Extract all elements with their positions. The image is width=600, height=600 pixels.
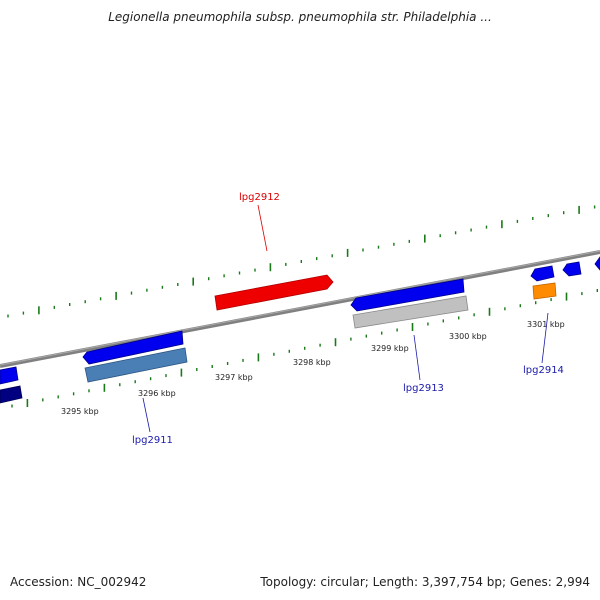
scale-tick-label: 3301 kbp — [527, 320, 565, 329]
lpg2911-leader-line — [142, 397, 151, 433]
lower-scale-ticks — [11, 289, 598, 408]
genome-summary-text: Topology: circular; Length: 3,397,754 bp… — [260, 575, 590, 589]
gene-forward-arrow[interactable] — [594, 256, 600, 271]
gene-reverse-box[interactable] — [0, 385, 23, 404]
accession-text: Accession: NC_002942 — [10, 575, 147, 589]
upper-scale-ticks — [7, 205, 596, 318]
genome-backbone — [0, 250, 600, 368]
gene-lpg2913-fwd-arrow[interactable] — [350, 278, 465, 312]
lpg2912-leader-line — [257, 204, 268, 252]
gene-lpg2913-rev-box[interactable] — [352, 295, 469, 329]
scale-tick-label: 3300 kbp — [449, 332, 487, 341]
scale-tick-label: 3298 kbp — [293, 358, 331, 367]
gene-label-lpg2912[interactable]: lpg2912 — [239, 192, 280, 203]
gene-lpg2914-rev-box[interactable] — [532, 282, 557, 300]
scale-tick-label: 3297 kbp — [215, 373, 253, 382]
genome-backbone-highlight — [0, 250, 600, 366]
gene-forward-arrow[interactable] — [82, 330, 184, 365]
gene-lpg2912-arrow[interactable] — [214, 274, 334, 311]
gene-lpg2911-rev-box[interactable] — [84, 347, 188, 383]
gene-label-lpg2911[interactable]: lpg2911 — [132, 435, 173, 446]
scale-tick-label: 3296 kbp — [138, 389, 176, 398]
gene-forward-arrow[interactable] — [0, 366, 19, 385]
gene-forward-arrow[interactable] — [562, 261, 582, 277]
gene-lpg2914-fwd-arrow[interactable] — [530, 265, 555, 282]
gene-label-lpg2913[interactable]: lpg2913 — [403, 383, 444, 394]
map-title: Legionella pneumophila subsp. pneumophil… — [108, 10, 492, 24]
scale-tick-label: 3295 kbp — [61, 407, 99, 416]
lpg2913-leader-line — [413, 334, 421, 381]
gene-label-lpg2914[interactable]: lpg2914 — [523, 365, 564, 376]
scale-tick-label: 3299 kbp — [371, 344, 409, 353]
lpg2914-leader-line — [541, 312, 549, 364]
